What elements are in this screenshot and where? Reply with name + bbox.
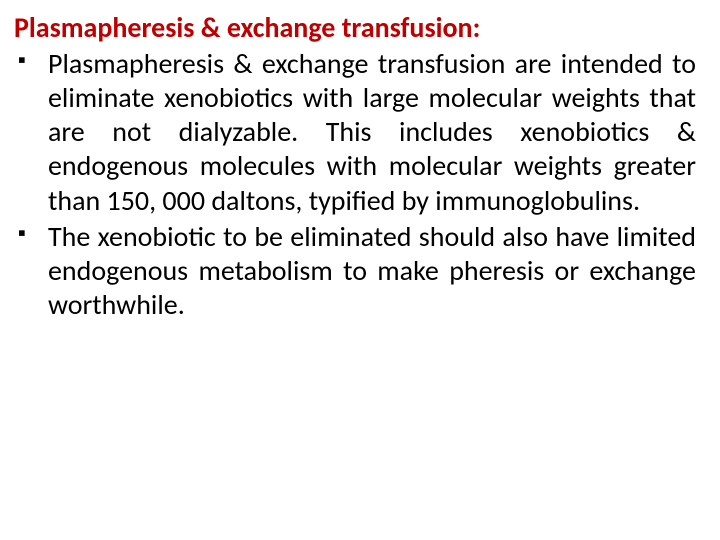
- bullet-item: Plasmapheresis & exchange transfusion ar…: [48, 47, 696, 218]
- slide-content: Plasmapheresis & exchange transfusion ar…: [14, 47, 696, 322]
- slide-heading: Plasmapheresis & exchange transfusion:: [14, 10, 696, 45]
- bullet-item: The xenobiotic to be eliminated should a…: [48, 220, 696, 322]
